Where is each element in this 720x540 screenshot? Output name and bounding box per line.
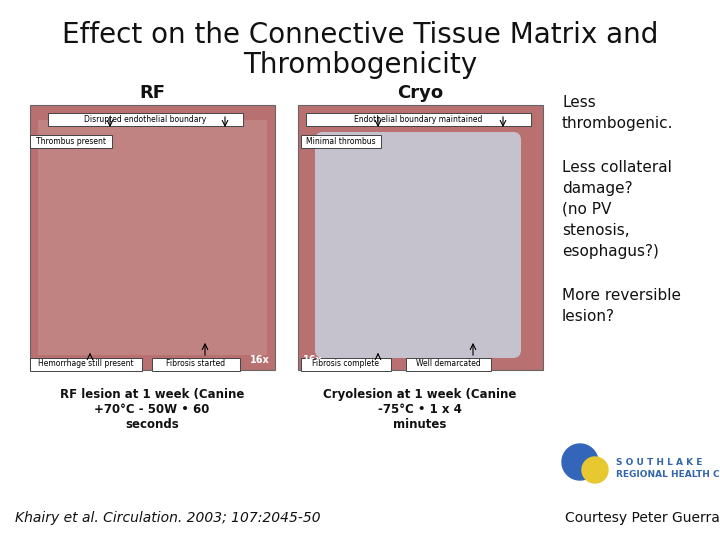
Text: Well demarcated: Well demarcated bbox=[415, 360, 480, 368]
Text: Fibrosis complete: Fibrosis complete bbox=[312, 360, 379, 368]
Text: S O U T H L A K E
REGIONAL HEALTH CENTRE: S O U T H L A K E REGIONAL HEALTH CENTRE bbox=[616, 458, 720, 479]
Text: RF: RF bbox=[139, 84, 165, 102]
Text: Hemorrhage still present: Hemorrhage still present bbox=[38, 360, 134, 368]
Bar bbox=[38, 120, 267, 355]
Text: Disrupted endothelial boundary: Disrupted endothelial boundary bbox=[84, 114, 206, 124]
Polygon shape bbox=[562, 444, 598, 480]
Text: Endothelial boundary maintained: Endothelial boundary maintained bbox=[354, 114, 482, 124]
Bar bbox=[152, 358, 240, 371]
Text: Khairy et al. Circulation. 2003; 107:2045-50: Khairy et al. Circulation. 2003; 107:204… bbox=[15, 511, 320, 525]
Bar bbox=[406, 358, 491, 371]
Bar bbox=[30, 105, 275, 370]
Text: Effect on the Connective Tissue Matrix and: Effect on the Connective Tissue Matrix a… bbox=[62, 21, 658, 49]
Text: RF lesion at 1 week (Canine
+70°C - 50W • 60
seconds: RF lesion at 1 week (Canine +70°C - 50W … bbox=[60, 388, 244, 431]
Text: Cryolesion at 1 week (Canine
-75°C • 1 x 4
minutes: Cryolesion at 1 week (Canine -75°C • 1 x… bbox=[323, 388, 517, 431]
Text: Fibrosis started: Fibrosis started bbox=[166, 360, 225, 368]
Text: Courtesy Peter Guerra, MD: Courtesy Peter Guerra, MD bbox=[565, 511, 720, 525]
Bar bbox=[301, 358, 391, 371]
Text: Less
thrombogenic.: Less thrombogenic. bbox=[562, 95, 673, 131]
Text: Minimal thrombus: Minimal thrombus bbox=[306, 137, 376, 145]
Bar bbox=[306, 113, 531, 126]
Bar bbox=[48, 113, 243, 126]
FancyBboxPatch shape bbox=[315, 132, 521, 358]
Text: Thrombogenicity: Thrombogenicity bbox=[243, 51, 477, 79]
Text: More reversible
lesion?: More reversible lesion? bbox=[562, 288, 681, 324]
Bar bbox=[30, 135, 112, 148]
Bar bbox=[301, 135, 381, 148]
Text: Less collateral
damage?
(no PV
stenosis,
esophagus?): Less collateral damage? (no PV stenosis,… bbox=[562, 160, 672, 259]
Text: Thrombus present: Thrombus present bbox=[36, 137, 106, 145]
Bar bbox=[298, 105, 543, 370]
Text: 16x: 16x bbox=[303, 355, 323, 365]
Text: Cryo: Cryo bbox=[397, 84, 443, 102]
Text: 16x: 16x bbox=[251, 355, 270, 365]
Polygon shape bbox=[582, 457, 608, 483]
Bar bbox=[30, 358, 142, 371]
